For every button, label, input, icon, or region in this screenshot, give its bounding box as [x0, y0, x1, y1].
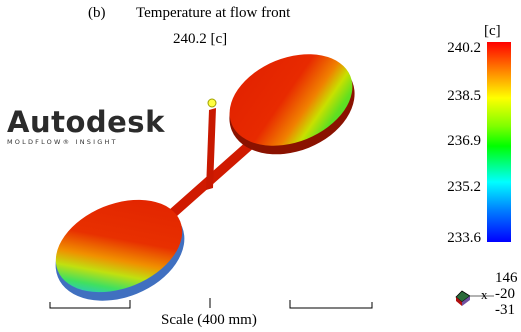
- axis-value-1: 146: [495, 270, 518, 286]
- axis-value-3: -31: [495, 302, 515, 318]
- legend-tick-5: 233.6: [447, 230, 481, 246]
- autodesk-logo: Autodesk MOLDFLOW® INSIGHT: [7, 105, 165, 147]
- scale-label: Scale (400 mm): [161, 312, 257, 328]
- legend-tick-2: 238.5: [447, 88, 481, 104]
- legend-tick-1: 240.2: [447, 40, 481, 56]
- axis-value-2: -20: [495, 286, 515, 302]
- axis-x-label: x: [481, 287, 488, 302]
- legend-tick-3: 236.9: [447, 133, 481, 149]
- logo-wordmark: Autodesk: [7, 105, 165, 139]
- current-value: 240.2 [c]: [173, 31, 228, 47]
- logo-subtitle: MOLDFLOW® INSIGHT: [7, 138, 118, 146]
- plot-title: Temperature at flow front: [136, 5, 291, 21]
- injection-point-icon: [207, 98, 217, 108]
- legend-unit: [c]: [484, 23, 501, 39]
- panel-label: (b): [88, 5, 106, 21]
- bottom-disk: [55, 199, 185, 301]
- color-scale-bar: [487, 42, 511, 242]
- sprue: [206, 108, 216, 190]
- scale-bar: [49, 298, 373, 309]
- axis-triad-icon: [455, 290, 494, 306]
- top-disk: [229, 54, 355, 155]
- legend-tick-4: 235.2: [447, 179, 481, 195]
